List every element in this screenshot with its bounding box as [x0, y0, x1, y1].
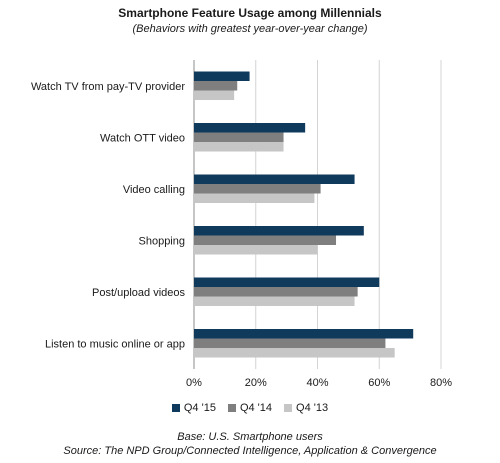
legend-label: Q4 '13: [296, 402, 329, 414]
x-tick-label: 60%: [368, 377, 390, 389]
bar: [194, 90, 235, 100]
bar: [194, 338, 386, 348]
bar: [194, 329, 414, 339]
legend-item: Q4 '14: [227, 402, 273, 414]
bar: [194, 184, 321, 194]
legend-item: Q4 '15: [171, 402, 216, 414]
legend-label: Q4 '15: [183, 402, 216, 414]
legend-swatch: [284, 404, 293, 413]
legend-swatch: [171, 404, 180, 413]
chart-legend: Q4 '15 Q4 '14 Q4 '13: [0, 402, 500, 414]
bar: [194, 226, 364, 236]
bar: [194, 142, 284, 152]
bar: [194, 132, 284, 142]
bar: [194, 81, 238, 91]
category-label: Shopping: [139, 235, 186, 247]
legend-item: Q4 '13: [284, 402, 328, 414]
category-label: Video calling: [123, 184, 185, 196]
bar: [194, 277, 380, 287]
category-label: Post/upload videos: [92, 287, 185, 299]
category-label: Watch OTT video: [100, 132, 185, 144]
x-tick-label: 40%: [306, 377, 328, 389]
chart-subtitle: (Behaviors with greatest year-over-year …: [132, 23, 368, 35]
source-note: Source: The NPD Group/Connected Intellig…: [63, 445, 437, 457]
base-note: Base: U.S. Smartphone users: [177, 431, 323, 443]
bar: [194, 235, 337, 245]
legend-swatch: [227, 404, 236, 413]
category-label: Listen to music online or app: [45, 338, 185, 350]
bar-chart: 0% 20% 40% 60% 80% Watch TV from pay-TV provi…: [31, 60, 452, 389]
bar: [194, 71, 250, 81]
bar: [194, 174, 355, 184]
legend-label: Q4 '14: [239, 402, 273, 414]
bar: [194, 287, 358, 297]
bar: [194, 296, 355, 306]
category-label: Watch TV from pay-TV provider: [31, 81, 185, 93]
chart-title: Smartphone Feature Usage among Millennia…: [118, 6, 382, 20]
x-tick-label: 80%: [430, 377, 452, 389]
bar: [194, 193, 315, 203]
bar: [194, 245, 318, 255]
x-tick-label: 0%: [186, 377, 202, 389]
x-tick-label: 20%: [245, 377, 267, 389]
bar: [194, 123, 306, 133]
bar: [194, 348, 395, 358]
